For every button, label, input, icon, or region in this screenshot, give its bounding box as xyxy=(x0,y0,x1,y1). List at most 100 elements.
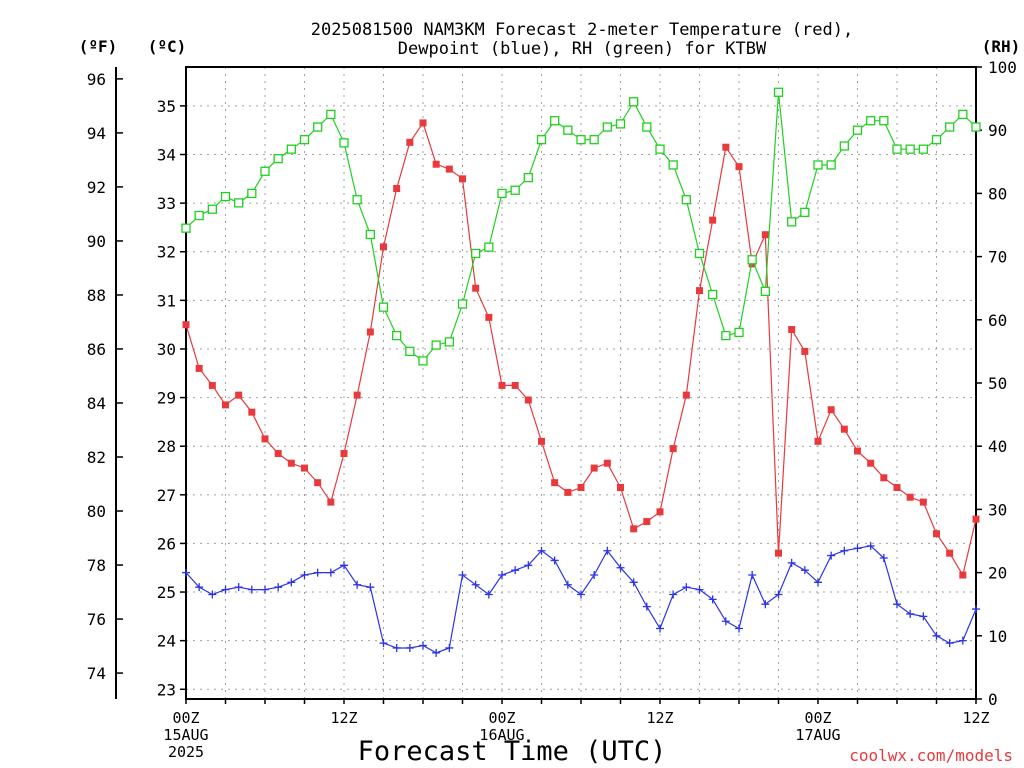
x-tick-label: 15AUG xyxy=(163,726,208,744)
celsius-tick-label: 23 xyxy=(157,680,176,699)
fahrenheit-tick-label: 76 xyxy=(87,610,106,629)
rh-tick-label: 100 xyxy=(988,58,1017,77)
temperature-point xyxy=(643,518,651,526)
dewpoint-point xyxy=(234,583,243,592)
temperature-point xyxy=(564,488,572,496)
rh-point xyxy=(260,166,270,176)
temperature-point xyxy=(814,437,822,445)
temperature-point xyxy=(195,364,203,372)
temperature-point xyxy=(840,425,848,433)
temperature-point xyxy=(709,216,717,224)
x-tick-label: 00Z xyxy=(804,709,831,727)
rh-point xyxy=(905,144,915,154)
dewpoint-point xyxy=(498,571,506,580)
rh-point xyxy=(247,188,257,199)
rh-tick-label: 90 xyxy=(988,121,1007,140)
celsius-axis-unit-label: (ºC) xyxy=(148,37,187,56)
temperature-point xyxy=(314,479,322,487)
dewpoint-point xyxy=(972,605,980,614)
temperature-point xyxy=(287,459,295,467)
rh-point xyxy=(602,122,612,132)
rh-point xyxy=(892,144,902,154)
celsius-tick-label: 32 xyxy=(157,243,176,262)
dewpoint-point xyxy=(616,563,625,572)
rh-point xyxy=(773,87,784,97)
dewpoint-point xyxy=(524,561,533,570)
dewpoint-point xyxy=(366,583,375,592)
dewpoint-point xyxy=(195,583,204,592)
temperature-point xyxy=(274,449,282,457)
temperature-point xyxy=(867,459,875,467)
dewpoint-point xyxy=(379,639,388,648)
rh-point xyxy=(629,97,639,107)
dewpoint-point xyxy=(735,624,743,633)
rh-axis-unit-label: (RH) xyxy=(982,37,1021,56)
rh-tick-label: 10 xyxy=(988,627,1007,646)
dewpoint-point xyxy=(721,617,730,626)
dewpoint-point xyxy=(695,585,704,594)
axes: 23 24 25 26 27 28 29 30 31 32 33 34 35 74 76 78 80 82 84 86… xyxy=(87,58,1017,761)
celsius-tick-label: 24 xyxy=(157,632,176,651)
dewpoint-point xyxy=(208,590,217,599)
dewpoint-point xyxy=(761,600,770,609)
temperature-point xyxy=(682,391,690,399)
dewpoint-point xyxy=(906,609,915,618)
temperature-point xyxy=(485,313,493,321)
rh-point xyxy=(826,160,836,170)
dewpoint-point xyxy=(419,641,427,650)
x-tick-label: 12Z xyxy=(330,709,357,727)
dewpoint-point xyxy=(853,544,862,553)
temperature-point xyxy=(788,326,796,334)
dewpoint-point xyxy=(919,612,928,621)
temperature-point xyxy=(880,474,888,482)
source-credit: coolwx.com/models xyxy=(849,746,1013,765)
dewpoint-point xyxy=(550,556,559,565)
rh-point xyxy=(655,144,665,154)
dewpoint-point xyxy=(866,541,875,550)
rh-point xyxy=(918,144,928,154)
fahrenheit-tick-label: 84 xyxy=(87,394,106,413)
rh-point xyxy=(286,144,296,154)
dewpoint-point xyxy=(432,648,441,657)
dewpoint-point xyxy=(182,568,190,577)
temperature-point xyxy=(603,459,611,467)
rh-point xyxy=(234,198,244,208)
rh-point xyxy=(352,195,362,205)
temperature-point xyxy=(327,498,335,506)
temperature-point xyxy=(182,321,190,329)
dewpoint-point xyxy=(748,571,757,580)
dewpoint-point xyxy=(577,590,585,599)
celsius-tick-label: 33 xyxy=(157,194,176,213)
temperature-point xyxy=(669,445,677,453)
rh-point xyxy=(642,122,652,132)
celsius-tick-label: 29 xyxy=(157,389,176,408)
rh-point xyxy=(931,135,942,145)
dewpoint-point xyxy=(353,580,362,589)
temperature-point xyxy=(946,549,954,557)
fahrenheit-tick-label: 88 xyxy=(87,286,106,305)
x-tick-label: 12Z xyxy=(646,709,673,727)
celsius-tick-label: 28 xyxy=(157,437,176,456)
fahrenheit-tick-label: 92 xyxy=(87,178,106,197)
rh-point xyxy=(444,337,454,347)
rh-tick-label: 80 xyxy=(988,184,1007,203)
dewpoint-point xyxy=(221,585,230,594)
dewpoint-point xyxy=(261,585,269,594)
rh-point xyxy=(800,207,810,218)
rh-tick-label: 60 xyxy=(988,311,1007,330)
dewpoint-point xyxy=(247,585,256,594)
dewpoint-point xyxy=(511,566,520,575)
rh-point xyxy=(313,122,323,132)
rh-point xyxy=(681,195,691,205)
temperature-point xyxy=(538,437,545,445)
celsius-tick-label: 25 xyxy=(157,583,176,602)
rh-point xyxy=(273,153,283,164)
temperature-point xyxy=(419,119,427,127)
rh-point xyxy=(194,210,204,221)
rh-tick-label: 20 xyxy=(988,564,1007,583)
rh-point xyxy=(734,327,744,338)
temperature-point xyxy=(959,571,967,579)
dewpoint-point xyxy=(445,643,454,652)
rh-point xyxy=(299,135,310,145)
x-tick-label: 00Z xyxy=(488,709,515,727)
